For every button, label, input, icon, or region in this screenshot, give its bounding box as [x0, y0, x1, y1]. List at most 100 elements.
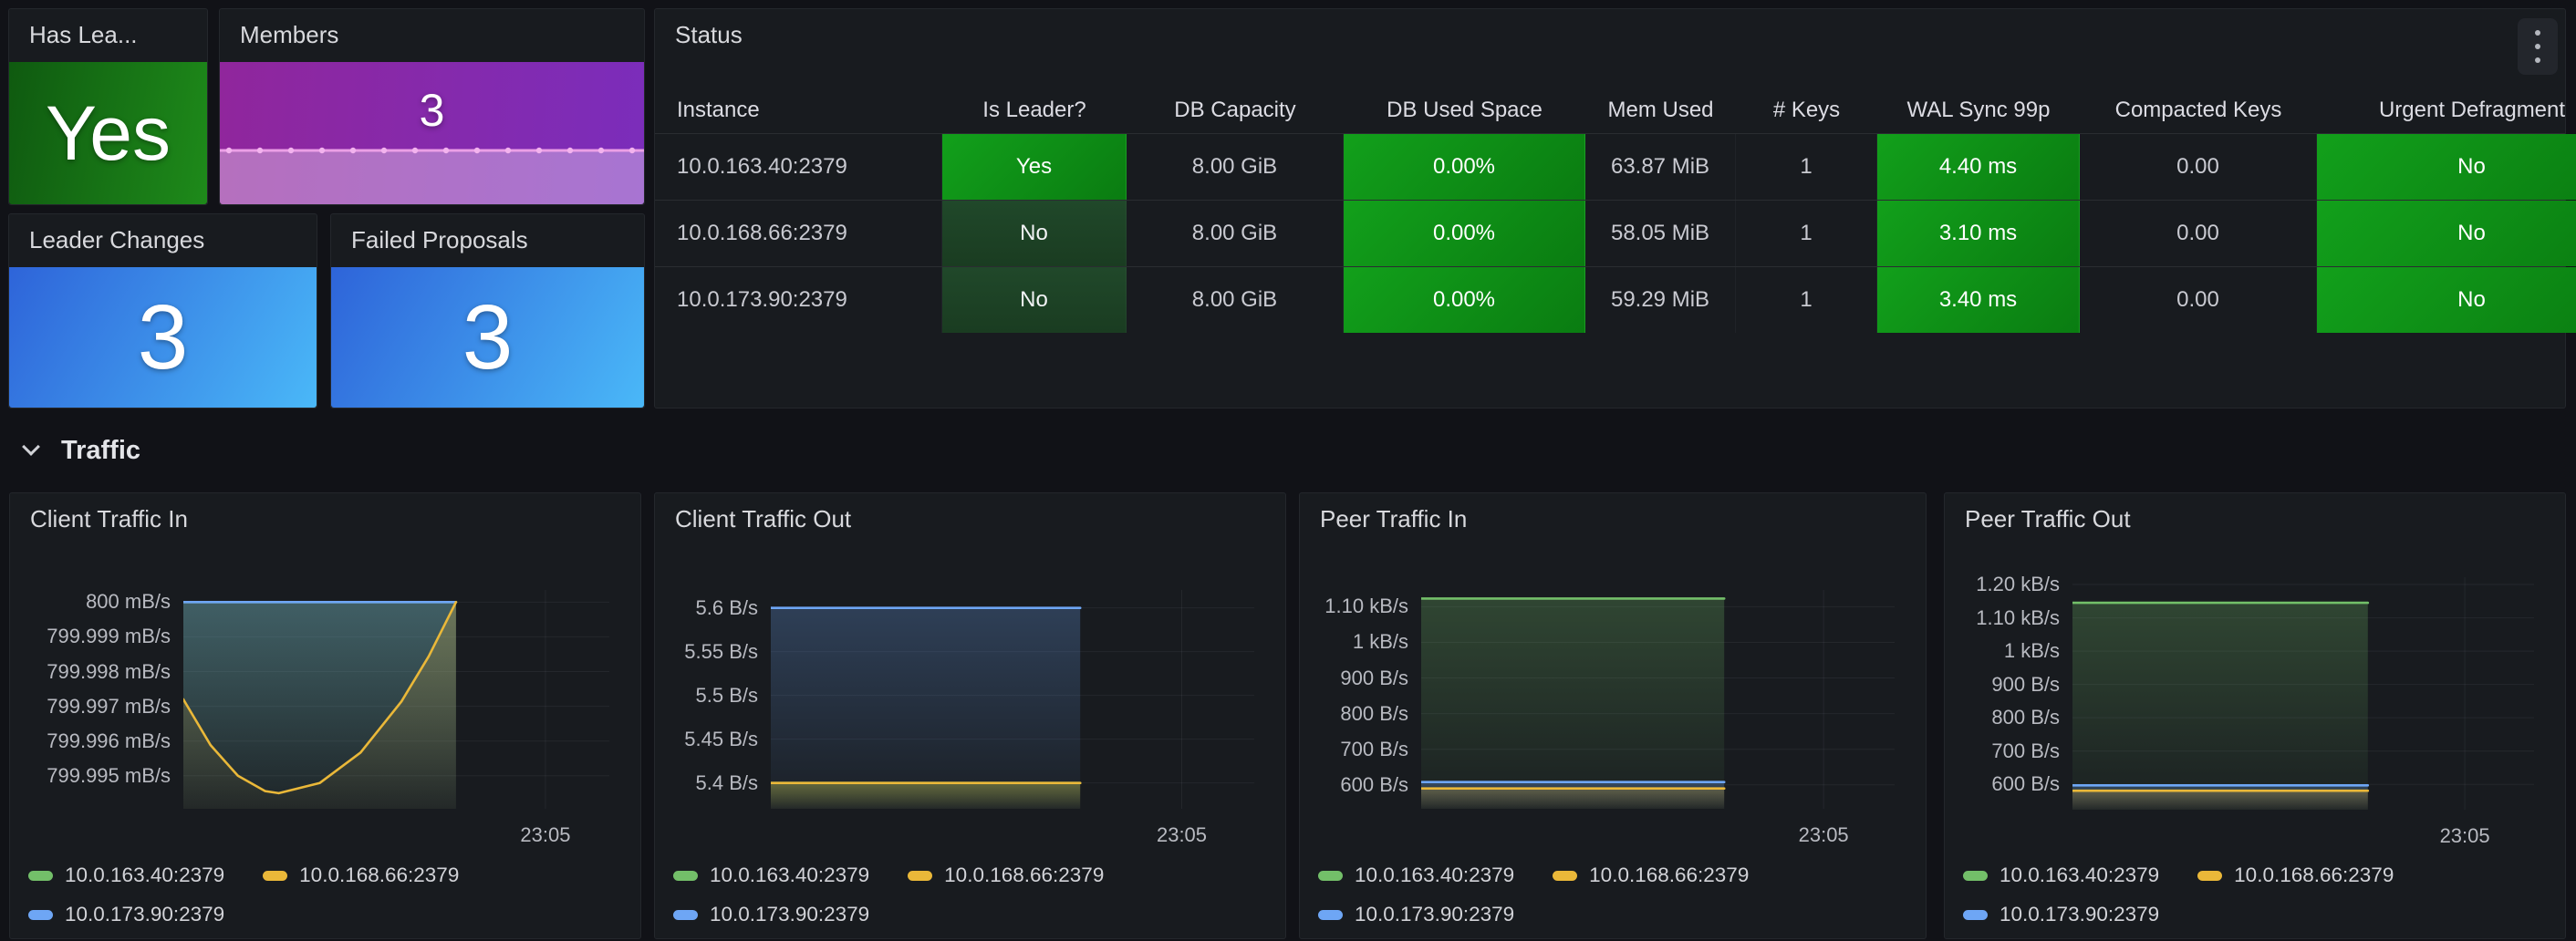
stat-panel-members: Members 3 — [219, 8, 645, 205]
legend-series-label: 10.0.173.90:2379 — [710, 903, 870, 925]
column-header-urgent-defragment[interactable]: Urgent Defragment — [2378, 98, 2566, 122]
panel-title[interactable]: Has Lea... — [29, 21, 138, 48]
legend-series-color — [1963, 870, 1988, 881]
stat-panel-leader-changes: Leader Changes 3 — [8, 213, 317, 408]
legend-series-color — [1318, 909, 1343, 920]
cell-instance: 10.0.163.40:2379 — [655, 134, 942, 200]
chart-panel-peer-traffic-in: Peer Traffic In 1.10 kB/s 1 kB/s 900 B/s 80… — [1299, 492, 1927, 939]
legend-item[interactable]: 10.0.163.40:2379 — [1963, 863, 2159, 887]
legend-series-label: 10.0.163.40:2379 — [65, 863, 225, 886]
legend-series-color — [263, 870, 288, 881]
kebab-icon — [2535, 57, 2540, 63]
chart-plot-area[interactable] — [2071, 577, 2534, 810]
stat-value: Yes — [45, 89, 171, 176]
y-axis-tick-label: 700 B/s — [1991, 739, 2060, 762]
legend-item[interactable]: 10.0.173.90:2379 — [1318, 903, 1514, 926]
column-header-db-capacity[interactable]: DB Capacity — [1174, 98, 1296, 122]
legend-item[interactable]: 10.0.168.66:2379 — [2197, 863, 2394, 887]
legend-series-label: 10.0.163.40:2379 — [2000, 863, 2160, 886]
legend-item[interactable]: 10.0.168.66:2379 — [1553, 863, 1749, 887]
legend-item[interactable]: 10.0.163.40:2379 — [673, 863, 869, 887]
y-axis-tick-label: 800 B/s — [1340, 701, 1408, 725]
chart-plot-area[interactable] — [182, 590, 609, 809]
y-axis-tick-label: 900 B/s — [1991, 672, 2060, 696]
y-axis-tick-label: 799.997 mB/s — [47, 694, 171, 718]
stat-value: 3 — [419, 85, 445, 136]
y-axis-tick-label: 600 B/s — [1991, 772, 2060, 796]
x-axis-tick-label: 23:05 — [1798, 823, 1849, 846]
panel-title[interactable]: Client Traffic In — [30, 505, 188, 533]
section-row-traffic[interactable]: Traffic — [0, 418, 639, 483]
y-axis-tick-label: 1 kB/s — [1352, 630, 1408, 654]
stat-value: 3 — [137, 285, 189, 388]
cell-compacted-keys: 0.00 — [2080, 267, 2317, 333]
column-header-compacted-keys[interactable]: Compacted Keys — [2114, 98, 2282, 122]
table-row: 10.0.173.90:2379 No 8.00 GiB 0.00% 59.29 MiB… — [655, 266, 2576, 333]
legend-item[interactable]: 10.0.168.66:2379 — [908, 863, 1104, 887]
column-header-wal-sync-99p[interactable]: WAL Sync 99p — [1906, 98, 2051, 122]
y-axis-tick-label: 800 mB/s — [86, 590, 171, 614]
column-header-mem-used[interactable]: Mem Used — [1607, 98, 1714, 122]
cell-wal-sync-99p: 4.40 ms — [1877, 134, 2080, 200]
panel-title[interactable]: Status — [675, 21, 743, 48]
y-axis-tick-label: 1 kB/s — [2003, 639, 2060, 663]
legend-item[interactable]: 10.0.173.90:2379 — [28, 903, 224, 926]
column-header--keys[interactable]: # Keys — [1772, 98, 1841, 122]
y-axis-tick-label: 5.5 B/s — [695, 683, 758, 707]
legend-series-label: 10.0.173.90:2379 — [1355, 903, 1515, 925]
cell-urgent-defragment: No — [2317, 201, 2576, 266]
y-axis-tick-label: 1.10 kB/s — [1324, 595, 1408, 618]
y-axis-tick-label: 700 B/s — [1340, 737, 1408, 760]
y-axis-tick-label: 5.55 B/s — [684, 639, 758, 663]
legend-series-label: 10.0.168.66:2379 — [299, 863, 460, 886]
legend-row: 10.0.173.90:2379 — [1318, 903, 1749, 926]
legend-item[interactable]: 10.0.173.90:2379 — [673, 903, 869, 926]
legend-item[interactable]: 10.0.173.90:2379 — [1963, 903, 2159, 926]
column-header-is-leader-[interactable]: Is Leader? — [982, 98, 1086, 122]
chart-plot-area[interactable] — [769, 590, 1254, 809]
legend-series-label: 10.0.168.66:2379 — [944, 863, 1105, 886]
cell-mem-used: 59.29 MiB — [1585, 267, 1736, 333]
legend-item[interactable]: 10.0.163.40:2379 — [28, 863, 224, 887]
panel-title[interactable]: Peer Traffic In — [1320, 505, 1468, 533]
legend-series-color — [908, 870, 933, 881]
panel-title[interactable]: Peer Traffic Out — [1965, 505, 2131, 533]
legend-row: 10.0.163.40:2379 10.0.168.66:2379 — [1318, 863, 1749, 887]
panel-title[interactable]: Members — [240, 21, 339, 48]
chart-legend: 10.0.163.40:2379 10.0.168.66:2379 10.0.173… — [28, 863, 459, 926]
cell-mem-used: 58.05 MiB — [1585, 201, 1736, 266]
y-axis-tick-label: 900 B/s — [1340, 666, 1408, 689]
legend-series-color — [28, 870, 53, 881]
chart-legend: 10.0.163.40:2379 10.0.168.66:2379 10.0.173… — [673, 863, 1104, 926]
cell-urgent-defragment: No — [2317, 134, 2576, 200]
legend-series-color — [28, 909, 53, 920]
chart-legend: 10.0.163.40:2379 10.0.168.66:2379 10.0.173… — [1318, 863, 1749, 926]
y-axis-tick-label: 5.4 B/s — [695, 770, 758, 794]
table-row: 10.0.163.40:2379 Yes 8.00 GiB 0.00% 63.87 Mi… — [655, 133, 2576, 200]
panel-title[interactable]: Failed Proposals — [351, 226, 528, 253]
chart-plot-area[interactable] — [1419, 590, 1895, 809]
legend-series-label: 10.0.163.40:2379 — [1355, 863, 1515, 886]
stat-panel-has-leader: Has Lea... Yes — [8, 8, 208, 205]
panel-title[interactable]: Client Traffic Out — [675, 505, 852, 533]
cell-is-leader-: Yes — [942, 134, 1127, 200]
legend-row: 10.0.163.40:2379 10.0.168.66:2379 — [28, 863, 459, 887]
legend-series-color — [2197, 870, 2223, 881]
table-body: 10.0.163.40:2379 Yes 8.00 GiB 0.00% 63.87 Mi… — [655, 133, 2576, 333]
panel-menu-button[interactable] — [2518, 18, 2558, 75]
cell-wal-sync-99p: 3.40 ms — [1877, 267, 2080, 333]
column-header-db-used-space[interactable]: DB Used Space — [1387, 98, 1542, 122]
cell-db-used-space: 0.00% — [1344, 267, 1585, 333]
x-axis-tick-label: 23:05 — [2439, 824, 2490, 847]
legend-row: 10.0.163.40:2379 10.0.168.66:2379 — [673, 863, 1104, 887]
cell-urgent-defragment: No — [2317, 267, 2576, 333]
panel-title[interactable]: Leader Changes — [29, 226, 205, 253]
column-header-instance[interactable]: Instance — [677, 98, 760, 122]
legend-item[interactable]: 10.0.163.40:2379 — [1318, 863, 1514, 887]
table-row: 10.0.168.66:2379 No 8.00 GiB 0.00% 58.05 MiB… — [655, 200, 2576, 266]
chart-panel-client-traffic-out: Client Traffic Out 5.6 B/s 5.55 B/s 5.5 B/… — [654, 492, 1286, 939]
cell--keys: 1 — [1736, 134, 1877, 200]
y-axis-tick-label: 799.995 mB/s — [47, 763, 171, 787]
legend-item[interactable]: 10.0.168.66:2379 — [263, 863, 459, 887]
